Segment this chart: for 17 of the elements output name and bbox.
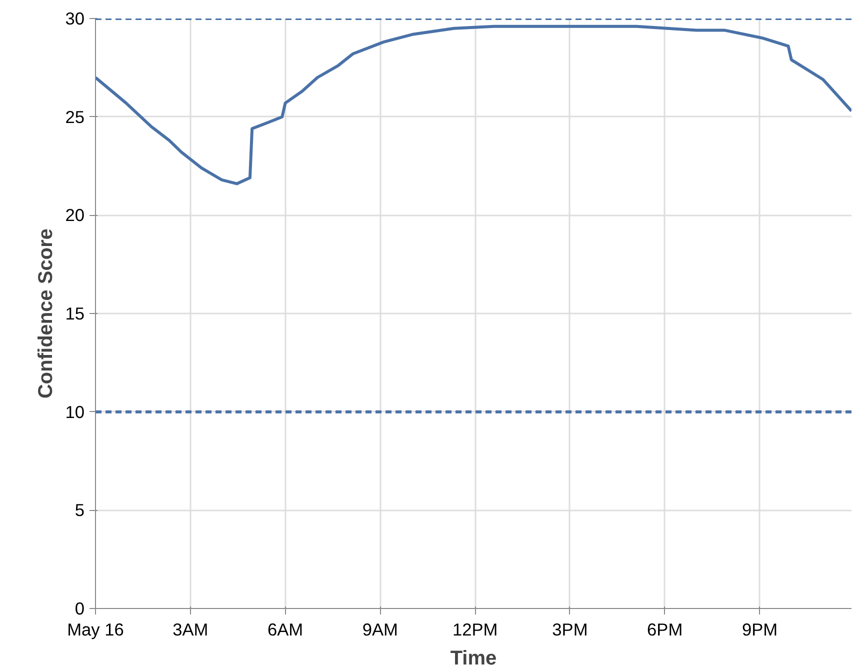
x-tick-label: 6PM — [647, 620, 683, 640]
x-tick-label: 9AM — [362, 620, 398, 640]
x-tick-label: 12PM — [452, 620, 498, 640]
y-tick-label: 15 — [65, 304, 85, 324]
y-axis-title: Confidence Score — [35, 228, 58, 399]
y-tick-label: 5 — [74, 500, 85, 520]
y-tick-label: 0 — [74, 598, 85, 618]
x-tick-label: May 16 — [67, 620, 124, 640]
x-tick-label: 9PM — [742, 620, 778, 640]
x-tick-label: 3AM — [172, 620, 208, 640]
x-tick-label: 3PM — [552, 620, 588, 640]
y-tick-label: 30 — [65, 8, 85, 28]
y-tick-label: 20 — [65, 205, 85, 226]
y-tick-label: 25 — [65, 106, 85, 127]
y-tick-label: 10 — [65, 402, 85, 422]
x-axis-title: Time — [450, 648, 497, 670]
x-tick-label: 6AM — [267, 620, 304, 640]
